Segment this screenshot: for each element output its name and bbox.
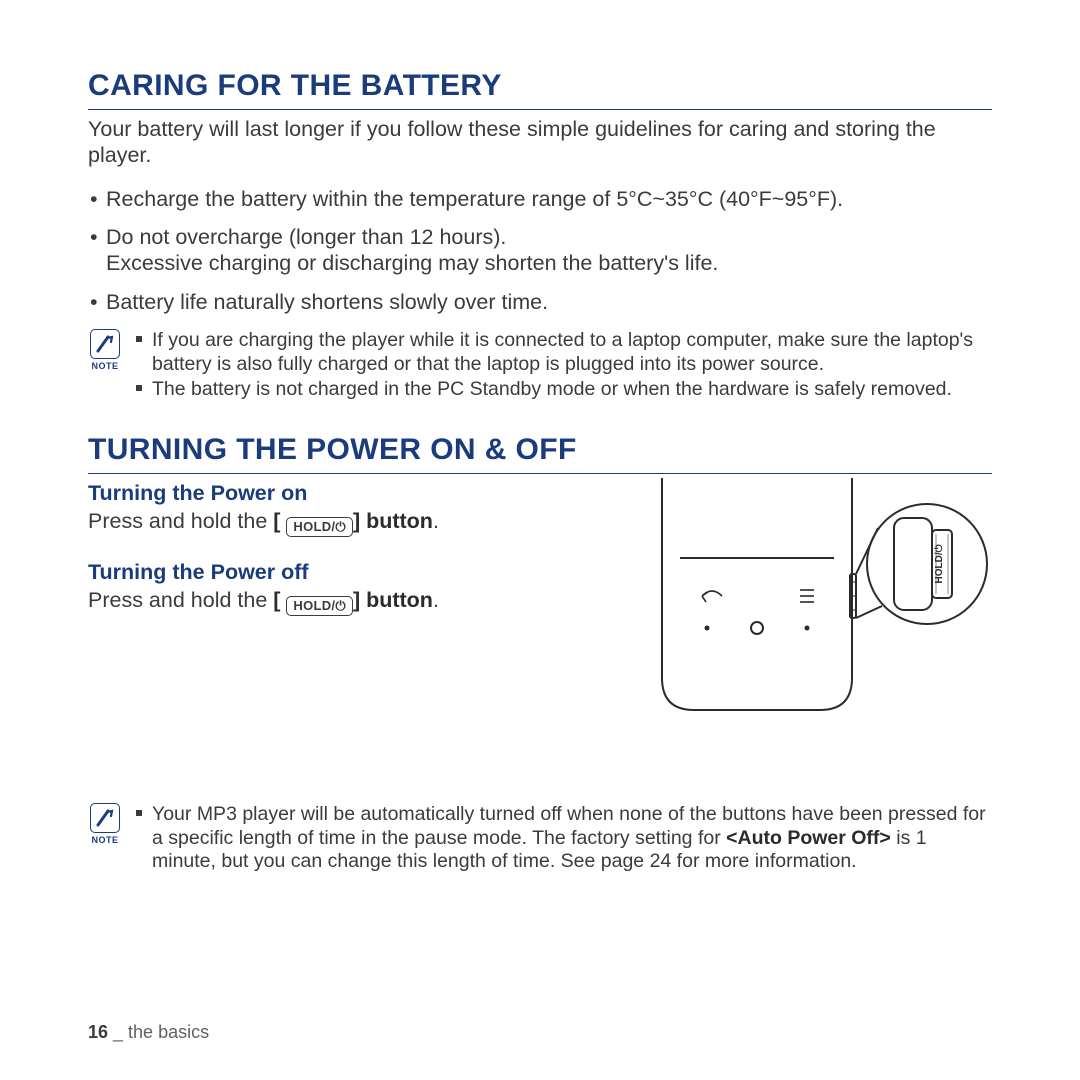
note-label: NOTE xyxy=(88,835,122,846)
power-on-post: ] button xyxy=(353,509,433,533)
page-number: 16 xyxy=(88,1022,108,1042)
note-icon: NOTE xyxy=(88,803,122,846)
hold-button-icon: HOLD/⏻ xyxy=(286,596,353,616)
battery-bullet: Do not overcharge (longer than 12 hours)… xyxy=(88,224,992,276)
power-on-pre: Press and hold the xyxy=(88,509,273,533)
section-battery-intro: Your battery will last longer if you fol… xyxy=(88,116,992,168)
battery-bullet: Recharge the battery within the temperat… xyxy=(88,186,992,212)
note-icon: NOTE xyxy=(88,329,122,372)
power-off-instruction: Press and hold the [ HOLD/⏻] button. xyxy=(88,587,608,616)
power-on-heading: Turning the Power on xyxy=(88,480,608,506)
footer-sep: _ xyxy=(108,1022,128,1042)
power-off-pre: Press and hold the xyxy=(88,588,273,612)
battery-note-list: If you are charging the player while it … xyxy=(136,329,992,404)
battery-note-item: If you are charging the player while it … xyxy=(136,329,992,377)
power-on-instruction: Press and hold the [ HOLD/⏻] button. xyxy=(88,508,608,537)
svg-text:HOLD/⏻: HOLD/⏻ xyxy=(933,544,945,583)
battery-bullet-list: Recharge the battery within the temperat… xyxy=(88,186,992,315)
power-note-item: Your MP3 player will be automatically tu… xyxy=(136,803,992,874)
device-illustration: HOLD/⏻ xyxy=(632,478,992,738)
section-battery-title: CARING FOR THE BATTERY xyxy=(88,68,992,110)
battery-bullet: Battery life naturally shortens slowly o… xyxy=(88,289,992,315)
footer-chapter: the basics xyxy=(128,1022,209,1042)
battery-note-item: The battery is not charged in the PC Sta… xyxy=(136,378,992,402)
hold-button-icon: HOLD/⏻ xyxy=(286,517,353,537)
note-label: NOTE xyxy=(88,361,122,372)
battery-note-block: NOTE If you are charging the player whil… xyxy=(88,329,992,404)
power-off-post: ] button xyxy=(353,588,433,612)
power-note-block: NOTE Your MP3 player will be automatical… xyxy=(88,803,992,876)
power-note-list: Your MP3 player will be automatically tu… xyxy=(136,803,992,876)
power-off-heading: Turning the Power off xyxy=(88,559,608,585)
power-note-bold: <Auto Power Off> xyxy=(726,827,891,849)
section-power-title: TURNING THE POWER ON & OFF xyxy=(88,432,992,474)
page-footer: 16 _ the basics xyxy=(88,1022,209,1044)
